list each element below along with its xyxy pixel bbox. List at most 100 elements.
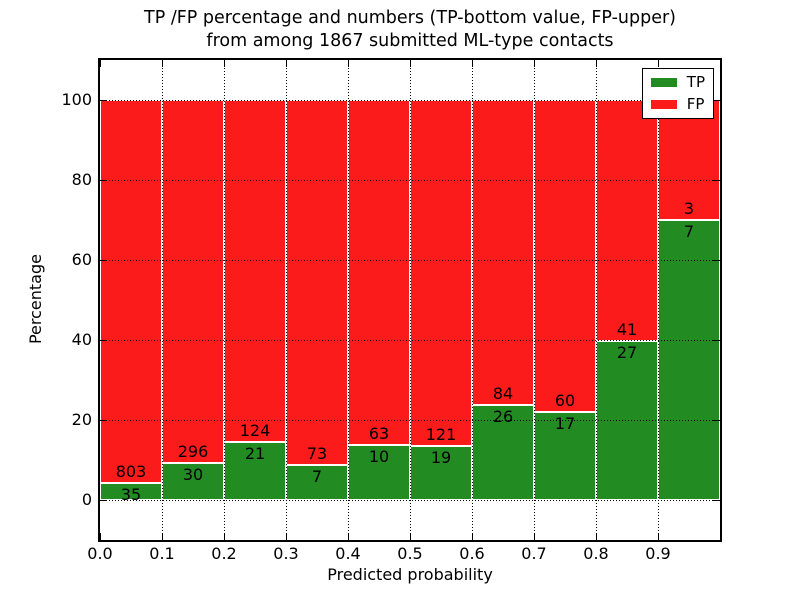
chart-title: TP /FP percentage and numbers (TP-bottom… (100, 7, 720, 53)
y-tick-left (100, 99, 107, 101)
x-axis-label: Predicted probability (327, 565, 493, 584)
fp-count-label: 296 (177, 442, 209, 462)
bar-fp-segment (224, 100, 286, 443)
x-tick-top (533, 60, 535, 67)
fp-count-label: 124 (239, 421, 271, 441)
bar-tp-segment (534, 411, 596, 500)
tp-count-label: 7 (683, 222, 695, 241)
x-tick-bottom (533, 533, 535, 540)
legend-label-tp: TP (686, 73, 705, 91)
y-axis-label: Percentage (26, 254, 45, 345)
tp-count-label: 30 (182, 465, 204, 485)
bar-fp-segment (596, 100, 658, 342)
y-tick-label: 0 (81, 490, 92, 509)
bar-tp-segment (162, 463, 224, 500)
y-gridline (100, 500, 720, 501)
y-tick-label: 40 (71, 330, 92, 349)
y-tick-left (100, 179, 107, 181)
tp-count-label: 10 (368, 447, 390, 467)
y-tick-left (100, 259, 107, 261)
y-tick-right (713, 99, 720, 101)
fp-count-label: 803 (115, 462, 147, 482)
x-tick-bottom (409, 533, 411, 540)
bar-tp-segment (596, 341, 658, 500)
x-tick-label: 0.0 (87, 544, 113, 563)
legend-item-tp: TP (650, 73, 705, 91)
fp-swatch-icon (650, 100, 677, 109)
fp-count-label: 60 (554, 390, 576, 410)
x-tick-label: 0.2 (211, 544, 237, 563)
x-tick-bottom (595, 533, 597, 540)
tp-count-label: 21 (244, 444, 266, 464)
x-tick-top (657, 60, 659, 67)
x-tick-bottom (99, 533, 101, 540)
bar-tp-segment (286, 465, 348, 500)
tp-count-label: 17 (554, 413, 576, 433)
y-tick-right (713, 179, 720, 181)
x-tick-top (99, 60, 101, 67)
x-tick-label: 0.6 (459, 544, 485, 563)
y-tick-label: 80 (71, 170, 92, 189)
chart-title-line1: TP /FP percentage and numbers (TP-bottom… (144, 8, 676, 28)
x-tick-bottom (223, 533, 225, 540)
x-tick-label: 0.5 (397, 544, 423, 563)
legend-label-fp: FP (686, 95, 705, 113)
bar-fp-segment (162, 100, 224, 464)
fp-count-label: 41 (616, 320, 638, 340)
y-tick-label: 20 (71, 410, 92, 429)
bar-fp-segment (286, 100, 348, 465)
bar-fp-segment (534, 100, 596, 412)
y-tick-right (713, 259, 720, 261)
y-tick-right (713, 419, 720, 421)
bar-tp-segment (658, 220, 720, 500)
chart-title-line2: from among 1867 submitted ML-type contac… (206, 31, 614, 51)
x-tick-label: 0.7 (521, 544, 547, 563)
tp-count-label: 27 (616, 343, 638, 363)
y-tick-right (713, 499, 720, 501)
y-tick-left (100, 339, 107, 341)
bar-fp-segment (410, 100, 472, 446)
x-tick-label: 0.8 (583, 544, 609, 563)
x-tick-top (161, 60, 163, 67)
x-tick-label: 0.1 (149, 544, 175, 563)
x-tick-top (223, 60, 225, 67)
y-tick-left (100, 499, 107, 501)
bar-tp-segment (348, 445, 410, 500)
bar-fp-segment (348, 100, 410, 446)
x-tick-bottom (657, 533, 659, 540)
legend-item-fp: FP (650, 95, 705, 113)
y-tick-label: 100 (61, 90, 92, 109)
x-tick-bottom (471, 533, 473, 540)
tp-swatch-icon (650, 78, 677, 87)
x-tick-label: 0.3 (273, 544, 299, 563)
x-tick-bottom (347, 533, 349, 540)
y-tick-label: 60 (71, 250, 92, 269)
fp-count-label: 84 (492, 384, 514, 404)
legend: TP FP (641, 68, 714, 119)
tp-count-label: 26 (492, 407, 514, 427)
x-tick-label: 0.4 (335, 544, 361, 563)
x-tick-label: 0.9 (645, 544, 671, 563)
bar-fp-segment (472, 100, 534, 406)
x-tick-bottom (285, 533, 287, 540)
y-tick-left (100, 419, 107, 421)
x-tick-top (409, 60, 411, 67)
fp-count-label: 73 (306, 444, 328, 463)
x-tick-top (347, 60, 349, 67)
y-tick-right (713, 339, 720, 341)
fp-count-label: 63 (368, 424, 390, 444)
bar-tp-segment (100, 483, 162, 500)
tp-count-label: 35 (120, 485, 142, 505)
plot-area: 803 35 296 30 124 21 73 7 63 10 121 19 84 26 60 17 41 27 3… (98, 58, 722, 542)
bar-fp-segment (100, 100, 162, 484)
x-tick-bottom (161, 533, 163, 540)
fp-count-label: 3 (683, 199, 695, 218)
tp-count-label: 7 (311, 467, 323, 486)
bar-fp-segment (658, 100, 720, 220)
x-tick-top (285, 60, 287, 67)
fp-count-label: 121 (425, 424, 457, 444)
x-tick-top (595, 60, 597, 67)
tp-count-label: 19 (430, 447, 452, 467)
x-tick-top (471, 60, 473, 67)
